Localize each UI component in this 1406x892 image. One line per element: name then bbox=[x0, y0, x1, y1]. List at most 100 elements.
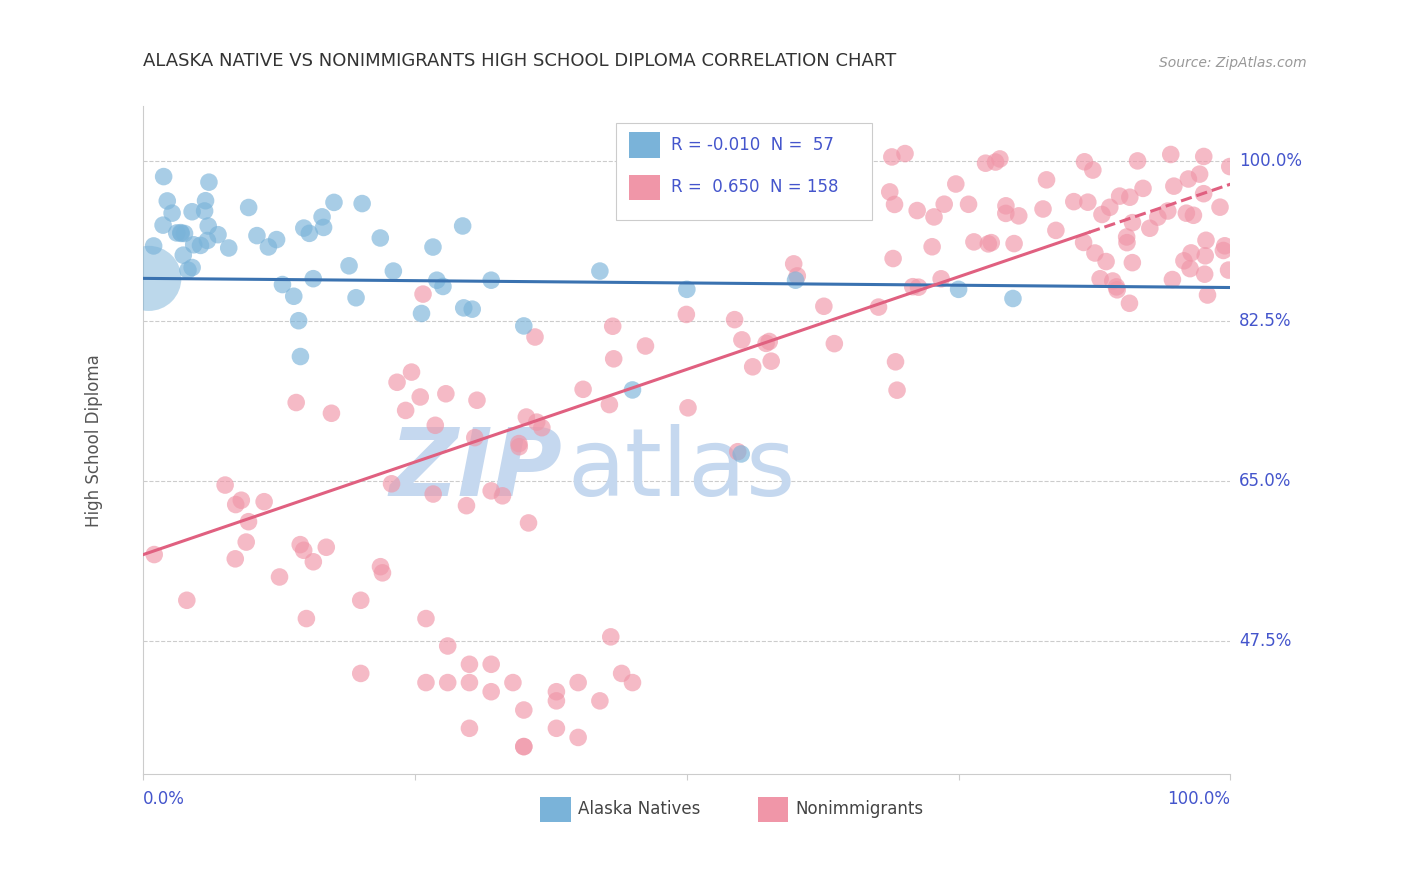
Point bbox=[1032, 202, 1054, 216]
Point bbox=[253, 494, 276, 508]
Point bbox=[434, 386, 457, 401]
Point bbox=[458, 675, 481, 690]
Point bbox=[994, 206, 1017, 220]
Point bbox=[980, 235, 1002, 250]
Point bbox=[491, 489, 513, 503]
Point bbox=[479, 273, 502, 287]
Point bbox=[246, 228, 269, 243]
Point bbox=[458, 721, 481, 735]
Point bbox=[1073, 154, 1095, 169]
Point bbox=[922, 210, 945, 224]
Point bbox=[183, 237, 205, 252]
Point bbox=[761, 354, 783, 368]
FancyBboxPatch shape bbox=[630, 175, 659, 200]
Point bbox=[589, 264, 612, 278]
Point bbox=[422, 240, 444, 254]
Point bbox=[176, 593, 198, 607]
Point bbox=[172, 248, 194, 262]
Point bbox=[315, 541, 337, 555]
Point bbox=[1194, 267, 1216, 281]
Point bbox=[567, 675, 589, 690]
Point bbox=[905, 203, 928, 218]
Point bbox=[170, 227, 193, 241]
Point bbox=[1175, 206, 1198, 220]
Point bbox=[1212, 244, 1234, 258]
Point bbox=[813, 299, 835, 313]
Point bbox=[436, 639, 458, 653]
Point bbox=[479, 483, 502, 498]
Point bbox=[599, 630, 621, 644]
Point bbox=[886, 383, 908, 397]
Point bbox=[370, 559, 392, 574]
Point bbox=[758, 334, 780, 349]
Point bbox=[401, 365, 423, 379]
Text: 100.0%: 100.0% bbox=[1167, 790, 1230, 808]
Point bbox=[730, 447, 752, 461]
Point bbox=[1177, 172, 1199, 186]
FancyBboxPatch shape bbox=[540, 797, 571, 822]
Point bbox=[513, 703, 536, 717]
Point bbox=[1084, 246, 1107, 260]
Point bbox=[194, 194, 217, 208]
Point bbox=[143, 548, 166, 562]
Point bbox=[292, 221, 315, 235]
Point bbox=[1121, 255, 1143, 269]
Point bbox=[1001, 292, 1024, 306]
Point bbox=[224, 551, 246, 566]
Point bbox=[271, 277, 294, 292]
Point bbox=[1081, 163, 1104, 178]
Point bbox=[321, 406, 343, 420]
Point bbox=[515, 410, 537, 425]
Text: High School Diploma: High School Diploma bbox=[86, 354, 104, 526]
Point bbox=[142, 239, 165, 253]
Point bbox=[1139, 221, 1161, 235]
Point bbox=[269, 570, 291, 584]
Text: R =  0.650  N = 158: R = 0.650 N = 158 bbox=[671, 178, 838, 196]
FancyBboxPatch shape bbox=[630, 133, 659, 158]
Point bbox=[290, 538, 312, 552]
Point bbox=[350, 593, 373, 607]
Point bbox=[207, 227, 229, 242]
Point bbox=[1182, 208, 1205, 222]
Point bbox=[882, 252, 904, 266]
Point bbox=[177, 263, 200, 277]
Point bbox=[411, 306, 433, 320]
Point bbox=[312, 220, 335, 235]
Point bbox=[524, 330, 547, 344]
Point bbox=[1108, 189, 1130, 203]
Point bbox=[988, 152, 1011, 166]
Point bbox=[868, 300, 890, 314]
Point bbox=[344, 291, 367, 305]
Point bbox=[152, 218, 174, 232]
Point bbox=[1161, 272, 1184, 286]
Point bbox=[461, 302, 484, 317]
Point bbox=[152, 169, 174, 184]
Point bbox=[1101, 274, 1123, 288]
Point bbox=[676, 282, 699, 296]
Point bbox=[311, 210, 333, 224]
Text: 100.0%: 100.0% bbox=[1239, 153, 1302, 170]
Point bbox=[352, 196, 374, 211]
Point bbox=[181, 204, 204, 219]
Point bbox=[786, 268, 808, 283]
Text: Nonimmigrants: Nonimmigrants bbox=[796, 800, 924, 818]
Point bbox=[295, 611, 318, 625]
Point bbox=[1173, 253, 1195, 268]
Point bbox=[602, 319, 624, 334]
Point bbox=[380, 476, 402, 491]
Point bbox=[502, 675, 524, 690]
Point bbox=[567, 731, 589, 745]
Point bbox=[290, 350, 312, 364]
Point bbox=[957, 197, 980, 211]
Point bbox=[572, 382, 595, 396]
Point bbox=[1146, 210, 1168, 224]
FancyBboxPatch shape bbox=[758, 797, 787, 822]
Point bbox=[415, 611, 437, 625]
Point bbox=[945, 177, 967, 191]
Text: ALASKA NATIVE VS NONIMMIGRANTS HIGH SCHOOL DIPLOMA CORRELATION CHART: ALASKA NATIVE VS NONIMMIGRANTS HIGH SCHO… bbox=[143, 52, 897, 70]
Point bbox=[731, 333, 754, 347]
Point bbox=[513, 318, 536, 333]
Point bbox=[436, 675, 458, 690]
Point bbox=[783, 257, 806, 271]
Point bbox=[173, 227, 195, 241]
